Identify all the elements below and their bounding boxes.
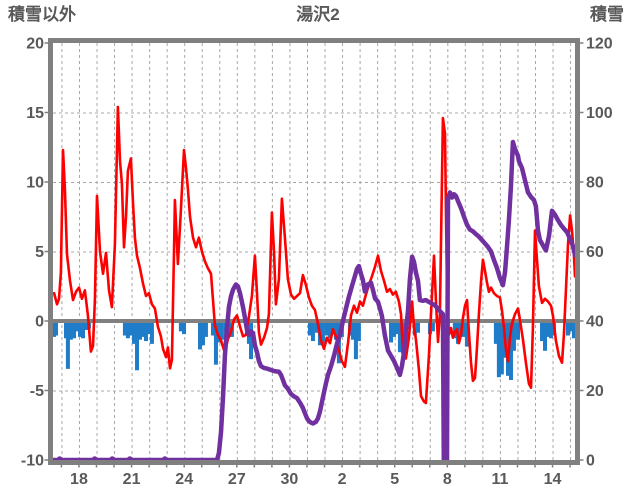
tick-label: 21 [123, 471, 141, 488]
tick-label: 5 [390, 471, 399, 488]
precip-bar [182, 323, 187, 335]
tick-label: 40 [586, 314, 604, 331]
right-axis-tick-labels: 120 100 80 60 40 20 0 [586, 36, 613, 470]
precip-bar [140, 323, 145, 337]
precip-bar [350, 323, 355, 340]
tick-label: -5 [30, 383, 44, 400]
precip-bar [80, 323, 85, 339]
precip-bars [52, 323, 576, 380]
precip-bar [565, 323, 570, 336]
precip-bar [122, 323, 127, 336]
precip-bar [545, 323, 550, 337]
precip-bar [496, 323, 501, 378]
precip-bar [65, 323, 70, 369]
precip-bar [515, 323, 520, 340]
tick-label: 27 [228, 471, 246, 488]
tick-label: 60 [586, 244, 604, 261]
precip-bar [511, 323, 516, 351]
precip-bar [320, 323, 325, 344]
temperature-line [52, 105, 576, 405]
precip-bar [548, 323, 553, 339]
tick-label: 14 [544, 471, 562, 488]
x-axis-tick-labels: 18 21 24 27 30 2 5 8 11 14 [70, 471, 561, 488]
precip-bar [327, 323, 332, 339]
precip-bar [508, 323, 513, 380]
tick-label: 8 [443, 471, 452, 488]
precip-bar [178, 323, 183, 332]
tick-label: 5 [35, 244, 44, 261]
precip-bar [310, 323, 315, 342]
precip-bar [543, 323, 548, 351]
tick-label: 120 [586, 36, 613, 53]
precip-bar [430, 323, 435, 332]
precip-bar [314, 323, 319, 333]
tick-label: 15 [26, 105, 44, 122]
precip-bar [78, 323, 83, 337]
left-axis-tick-labels: 20 15 10 5 0 -5 -10 [21, 36, 44, 470]
precip-bar [397, 323, 402, 353]
tick-label: 30 [281, 471, 299, 488]
precip-bar [571, 323, 576, 339]
tick-label: 11 [491, 471, 508, 488]
precip-bar [493, 323, 498, 344]
precip-bar [394, 323, 399, 335]
right-axis-title: 積雪 [590, 5, 624, 24]
precip-bar [219, 323, 224, 340]
precip-bar [353, 323, 358, 360]
precip-bar [210, 323, 215, 336]
precip-bar [53, 323, 58, 336]
precip-bar [216, 323, 221, 343]
precip-bar [461, 323, 466, 337]
precip-bar [568, 323, 573, 332]
precip-bar [146, 323, 151, 335]
precip-bar [75, 323, 80, 332]
precip-bar [391, 323, 396, 337]
precip-bar [333, 323, 338, 340]
precip-bar [72, 323, 77, 339]
precip-bar [135, 323, 140, 371]
precip-bar [83, 323, 88, 330]
precip-bar [356, 323, 361, 342]
precip-bar [464, 323, 469, 347]
precip-bar [416, 323, 421, 333]
tick-label: 80 [586, 175, 604, 192]
tick-label: 20 [586, 383, 604, 400]
precip-bar [128, 323, 133, 336]
precip-bar [307, 323, 312, 336]
left-axis-title: 積雪以外 [8, 5, 76, 24]
tick-label: -10 [21, 453, 44, 470]
snow-depth-line [52, 139, 576, 463]
tick-label: 100 [586, 105, 613, 122]
precip-bar [540, 323, 545, 342]
precip-bar [197, 323, 202, 350]
precip-bar [143, 323, 148, 342]
tick-label: 10 [26, 175, 44, 192]
horizontal-gridlines [53, 112, 575, 392]
page-title: 湯沢2 [296, 5, 340, 24]
precip-bar [249, 323, 254, 360]
tick-label: 2 [338, 471, 347, 488]
tick-label: 0 [586, 453, 595, 470]
tick-label: 0 [35, 314, 44, 331]
precip-bar [324, 323, 329, 336]
precip-bar [125, 323, 130, 339]
tick-label: 20 [26, 36, 44, 53]
precip-bar [68, 323, 73, 340]
tick-label: 24 [175, 471, 193, 488]
precip-bar [213, 323, 218, 365]
precip-bar [200, 323, 205, 346]
precip-bar [499, 323, 504, 375]
precip-bar [149, 323, 154, 344]
tick-label: 18 [70, 471, 88, 488]
precip-bar [132, 323, 137, 344]
tick-marks [44, 42, 584, 468]
precip-bar [389, 323, 394, 343]
precip-bar [203, 323, 208, 337]
precip-bar [138, 323, 142, 340]
